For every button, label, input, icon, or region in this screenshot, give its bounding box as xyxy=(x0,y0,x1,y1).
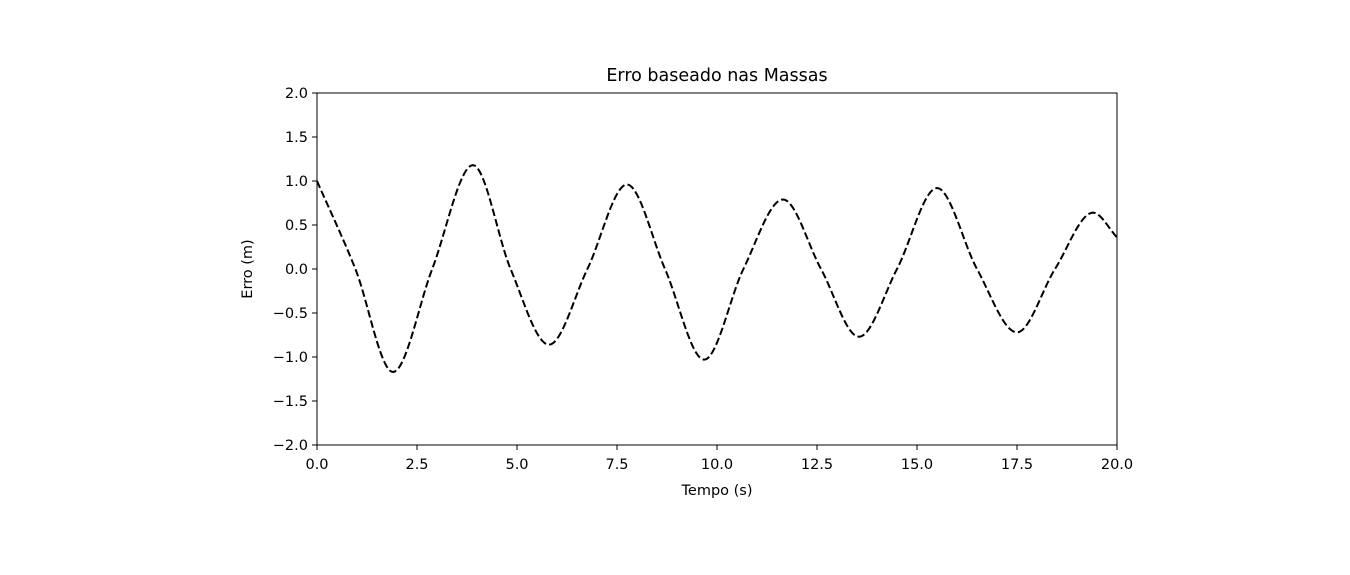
y-tick-label: 1.5 xyxy=(285,130,308,146)
x-axis-label: Tempo (s) xyxy=(681,483,753,499)
y-tick-label: 1.0 xyxy=(285,174,308,190)
ticks-layer: 0.0 2.5 5.0 7.5 10.0 12.5 15.0 17.5 20.0 2.0 1.5 1.… xyxy=(273,86,1133,473)
x-tick-label: 2.5 xyxy=(405,457,428,473)
x-tick-label: 12.5 xyxy=(801,457,833,473)
x-tick-label: 20.0 xyxy=(1101,457,1133,473)
y-tick-label: 0.0 xyxy=(285,262,308,278)
x-tick-label: 17.5 xyxy=(1001,457,1033,473)
x-tick-label: 15.0 xyxy=(901,457,933,473)
y-tick-label: −0.5 xyxy=(273,306,308,322)
y-tick-label: −1.5 xyxy=(273,394,308,410)
y-axis-label: Erro (m) xyxy=(240,239,256,298)
chart-title: Erro baseado nas Massas xyxy=(606,66,827,86)
x-tick-label: 7.5 xyxy=(605,457,628,473)
y-tick-label: 2.0 xyxy=(285,86,308,102)
series-line xyxy=(316,164,1118,373)
plot-frame xyxy=(316,92,1118,446)
x-tick-label: 5.0 xyxy=(505,457,528,473)
y-tick-label: −2.0 xyxy=(273,438,308,454)
y-tick-label: −1.0 xyxy=(273,350,308,366)
series-layer xyxy=(316,164,1118,373)
y-tick-label: 0.5 xyxy=(285,218,308,234)
x-tick-label: 10.0 xyxy=(701,457,733,473)
x-tick-label: 0.0 xyxy=(305,457,328,473)
